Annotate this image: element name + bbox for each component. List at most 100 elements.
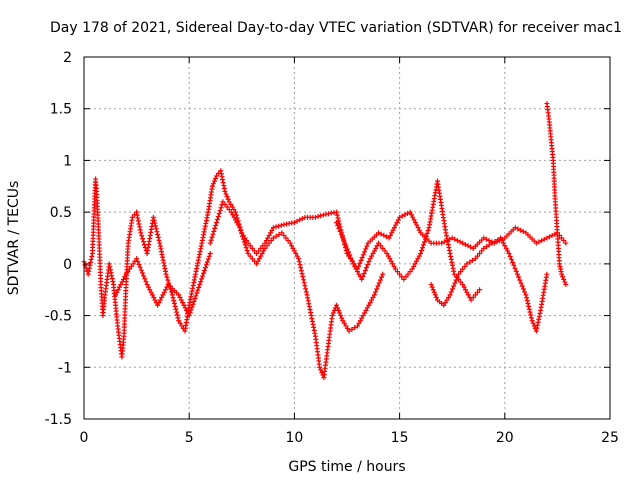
data-point	[333, 209, 339, 215]
data-point	[376, 240, 382, 246]
data-point	[420, 245, 426, 251]
data-point	[157, 297, 163, 303]
data-point	[517, 277, 523, 283]
data-point	[193, 293, 199, 299]
data-point	[346, 249, 352, 255]
data-point	[196, 284, 202, 290]
data-point	[439, 240, 445, 246]
data-point	[524, 298, 530, 304]
data-point	[423, 233, 429, 239]
data-point	[134, 209, 140, 215]
data-point	[148, 289, 154, 295]
data-point	[231, 207, 237, 213]
data-point	[245, 251, 251, 257]
data-point	[549, 232, 555, 238]
data-point	[358, 257, 364, 263]
data-point	[365, 262, 371, 268]
data-point	[526, 303, 532, 309]
data-point	[125, 269, 131, 275]
data-point	[260, 243, 266, 249]
data-point	[165, 277, 171, 283]
data-point	[474, 289, 480, 295]
data-point	[470, 257, 476, 263]
data-point	[261, 248, 267, 254]
data-point	[410, 214, 416, 220]
plot-frame	[83, 56, 611, 420]
data-point	[189, 304, 195, 310]
data-point	[173, 306, 179, 312]
data-point	[115, 287, 121, 293]
data-point	[87, 262, 93, 268]
data-point	[108, 270, 114, 276]
series-track-B	[207, 199, 386, 381]
data-point	[222, 188, 228, 194]
data-point	[394, 269, 400, 275]
data-point	[129, 214, 135, 220]
data-point	[82, 262, 88, 268]
data-point	[333, 302, 339, 308]
data-point	[472, 256, 478, 262]
data-point	[349, 258, 355, 264]
data-point	[333, 219, 339, 225]
data-point	[310, 321, 316, 327]
data-point	[523, 292, 529, 298]
data-point	[352, 263, 358, 269]
data-point	[373, 289, 379, 295]
data-point	[359, 255, 365, 261]
data-point	[385, 253, 391, 259]
data-point	[255, 258, 261, 264]
data-point	[88, 256, 94, 262]
y-tick-label: 0.5	[50, 205, 72, 221]
data-point	[374, 286, 380, 292]
data-point	[367, 256, 373, 262]
data-point	[334, 212, 340, 218]
data-point	[182, 305, 188, 311]
data-point	[210, 181, 216, 187]
data-point	[86, 265, 92, 271]
data-point	[512, 265, 518, 271]
data-point	[420, 242, 426, 248]
data-point	[151, 294, 157, 300]
data-point	[518, 280, 524, 286]
data-point	[266, 240, 272, 246]
data-point	[331, 307, 337, 313]
data-point	[416, 227, 422, 233]
series-track-C	[333, 178, 483, 303]
data-point	[364, 243, 370, 249]
data-point	[217, 208, 223, 214]
data-point	[283, 235, 289, 241]
series-track-A	[81, 168, 569, 360]
data-point	[559, 235, 565, 241]
data-point	[464, 289, 470, 295]
data-point	[135, 259, 141, 265]
data-point	[226, 199, 232, 205]
data-point	[209, 183, 215, 189]
data-point	[379, 274, 385, 280]
data-point	[138, 267, 144, 273]
data-point	[234, 219, 240, 225]
data-point	[388, 258, 394, 264]
data-point	[340, 318, 346, 324]
data-point	[360, 252, 366, 258]
data-point	[451, 283, 457, 289]
data-point	[229, 204, 235, 210]
data-point	[222, 201, 228, 207]
data-point	[519, 283, 525, 289]
data-point	[141, 239, 147, 245]
data-point	[527, 309, 533, 315]
data-point	[208, 237, 214, 243]
data-point	[448, 253, 454, 259]
data-point	[221, 186, 227, 192]
data-point	[338, 231, 344, 237]
data-point	[425, 228, 431, 234]
data-point	[239, 230, 245, 236]
data-point	[318, 367, 324, 373]
series-track-F	[113, 251, 213, 319]
data-point	[349, 326, 355, 332]
data-point	[563, 240, 569, 246]
data-point	[362, 310, 368, 316]
data-point	[450, 286, 456, 292]
data-point	[335, 305, 341, 311]
data-point	[312, 214, 318, 220]
